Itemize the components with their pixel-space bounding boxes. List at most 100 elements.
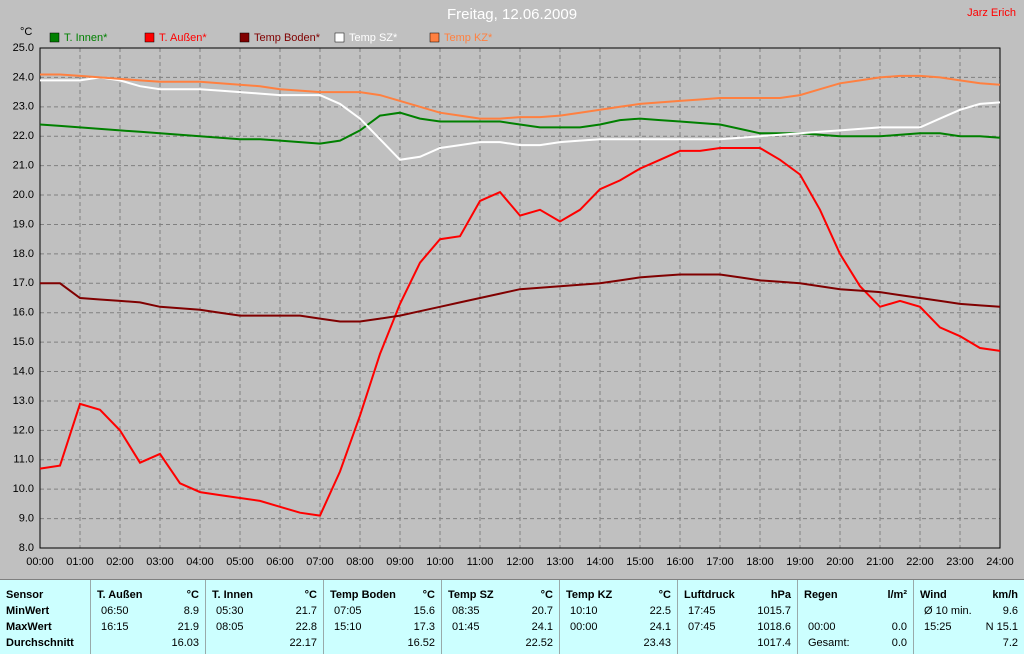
x-tick-label: 09:00 xyxy=(386,556,414,568)
column-header: Temp KZ xyxy=(566,589,613,601)
value-cell: 1018.6 xyxy=(757,621,791,633)
stats-table: Sensor MinWert MaxWert Durchschnitt T. Außen… xyxy=(0,579,1024,654)
time-cell: 06:50 xyxy=(101,605,129,617)
value-cell: 8.9 xyxy=(183,605,199,617)
column-group: Wind km/h Ø 10 min. 9.6 15:25 N 15.1 7.2 xyxy=(913,580,1024,654)
time-cell: 10:10 xyxy=(570,605,598,617)
x-tick-label: 14:00 xyxy=(586,556,614,568)
chart: Freitag, 12.06.2009 Jarz Erich °C 8.0 9.0… xyxy=(13,6,1016,568)
row-label: Durchschnitt xyxy=(6,637,74,649)
series-line xyxy=(39,111,1001,145)
legend-label: Temp KZ* xyxy=(444,32,493,44)
time-cell: 08:05 xyxy=(216,621,244,633)
legend-label: T. Außen* xyxy=(159,32,207,44)
value-cell: 1017.4 xyxy=(757,637,791,649)
x-tick-label: 22:00 xyxy=(906,556,934,568)
value-cell: 20.7 xyxy=(531,605,553,617)
value-cell: 24.1 xyxy=(531,621,553,633)
column-header: Temp SZ xyxy=(448,589,494,601)
x-tick-label: 06:00 xyxy=(266,556,294,568)
column-group: T. Außen °C 06:50 8.9 16:15 21.9 16.03 xyxy=(90,580,205,654)
value-cell: 22.52 xyxy=(525,637,553,649)
y-tick-label: 21.0 xyxy=(13,160,34,172)
column-unit: °C xyxy=(304,589,317,601)
series-line xyxy=(40,73,1001,120)
x-tick-label: 01:00 xyxy=(66,556,94,568)
column-header: Temp Boden xyxy=(330,589,396,601)
y-tick-label: 18.0 xyxy=(13,248,34,260)
value-cell: 0.0 xyxy=(891,637,907,649)
y-tick-label: 19.0 xyxy=(13,218,34,230)
column-header: Wind xyxy=(920,589,947,601)
time-cell: 16:15 xyxy=(101,621,129,633)
author: Jarz Erich xyxy=(967,7,1016,19)
x-tick-label: 03:00 xyxy=(146,556,174,568)
value-cell: 24.1 xyxy=(649,621,671,633)
legend-swatch xyxy=(49,32,60,43)
series-line xyxy=(40,273,1001,323)
value-cell: 22.8 xyxy=(295,621,317,633)
time-cell: Ø 10 min. xyxy=(924,605,972,617)
x-tick-label: 24:00 xyxy=(986,556,1014,568)
column-group: Temp SZ °C 08:35 20.7 01:45 24.1 22.52 xyxy=(441,580,559,654)
value-cell: 9.6 xyxy=(1002,605,1018,617)
x-tick-label: 11:00 xyxy=(467,556,494,568)
column-group: T. Innen °C 05:30 21.7 08:05 22.8 22.17 xyxy=(205,580,323,654)
x-tick-label: 15:00 xyxy=(626,556,654,568)
x-tick-label: 19:00 xyxy=(786,556,814,568)
time-cell: 00:00 xyxy=(570,621,598,633)
time-cell: Gesamt: xyxy=(808,637,850,649)
legend-swatch xyxy=(144,32,155,43)
column-unit: hPa xyxy=(770,589,791,601)
y-tick-label: 13.0 xyxy=(13,395,34,407)
legend-label: Temp Boden* xyxy=(254,32,321,44)
column-group: Regen l/m² 00:00 0.0 Gesamt: 0.0 xyxy=(797,580,913,654)
y-tick-label: 17.0 xyxy=(13,277,34,289)
y-tick-label: 22.0 xyxy=(13,130,34,142)
column-unit: l/m² xyxy=(887,589,907,601)
y-tick-label: 24.0 xyxy=(13,71,34,83)
column-unit: °C xyxy=(422,589,435,601)
x-tick-label: 17:00 xyxy=(706,556,734,568)
y-tick-label: 14.0 xyxy=(13,365,34,377)
value-cell: 23.43 xyxy=(643,637,671,649)
time-cell: 15:10 xyxy=(334,621,362,633)
column-header: T. Außen xyxy=(97,589,143,601)
x-tick-label: 13:00 xyxy=(546,556,574,568)
value-cell: 21.7 xyxy=(295,605,317,617)
time-cell: 08:35 xyxy=(452,605,480,617)
time-cell: 05:30 xyxy=(216,605,244,617)
value-cell: 7.2 xyxy=(1002,637,1018,649)
legend-swatch xyxy=(239,32,250,43)
series-line xyxy=(40,76,1001,161)
column-header: T. Innen xyxy=(212,589,253,601)
column-header: Regen xyxy=(804,589,838,601)
x-tick-label: 20:00 xyxy=(826,556,854,568)
column-unit: °C xyxy=(658,589,671,601)
time-cell: 00:00 xyxy=(808,621,836,633)
x-tick-label: 23:00 xyxy=(946,556,974,568)
y-tick-label: 25.0 xyxy=(13,42,34,54)
y-tick-label: 20.0 xyxy=(13,189,34,201)
time-cell: 15:25 xyxy=(924,621,952,633)
column-unit: °C xyxy=(540,589,553,601)
value-cell: 17.3 xyxy=(413,621,435,633)
value-cell: N 15.1 xyxy=(985,621,1018,633)
column-group: Temp Boden °C 07:05 15.6 15:10 17.3 16.52 xyxy=(323,580,441,654)
row-label: MaxWert xyxy=(6,621,52,633)
x-tick-label: 07:00 xyxy=(306,556,334,568)
x-tick-label: 18:00 xyxy=(746,556,774,568)
chart-title: Freitag, 12.06.2009 xyxy=(447,6,577,23)
column-unit: °C xyxy=(186,589,199,601)
x-tick-label: 00:00 xyxy=(26,556,54,568)
x-tick-label: 08:00 xyxy=(346,556,374,568)
series-line xyxy=(39,147,1001,517)
plot-border xyxy=(39,47,1001,549)
column-header: Luftdruck xyxy=(684,589,735,601)
x-tick-label: 16:00 xyxy=(666,556,694,568)
y-tick-label: 10.0 xyxy=(13,483,34,495)
y-tick-label: 9.0 xyxy=(19,512,34,524)
value-cell: 1015.7 xyxy=(757,605,791,617)
y-tick-label: 11.0 xyxy=(13,454,34,466)
y-tick-label: 12.0 xyxy=(13,424,34,436)
